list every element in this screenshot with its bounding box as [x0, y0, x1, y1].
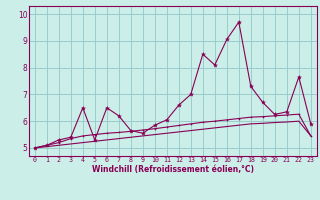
X-axis label: Windchill (Refroidissement éolien,°C): Windchill (Refroidissement éolien,°C) — [92, 165, 254, 174]
